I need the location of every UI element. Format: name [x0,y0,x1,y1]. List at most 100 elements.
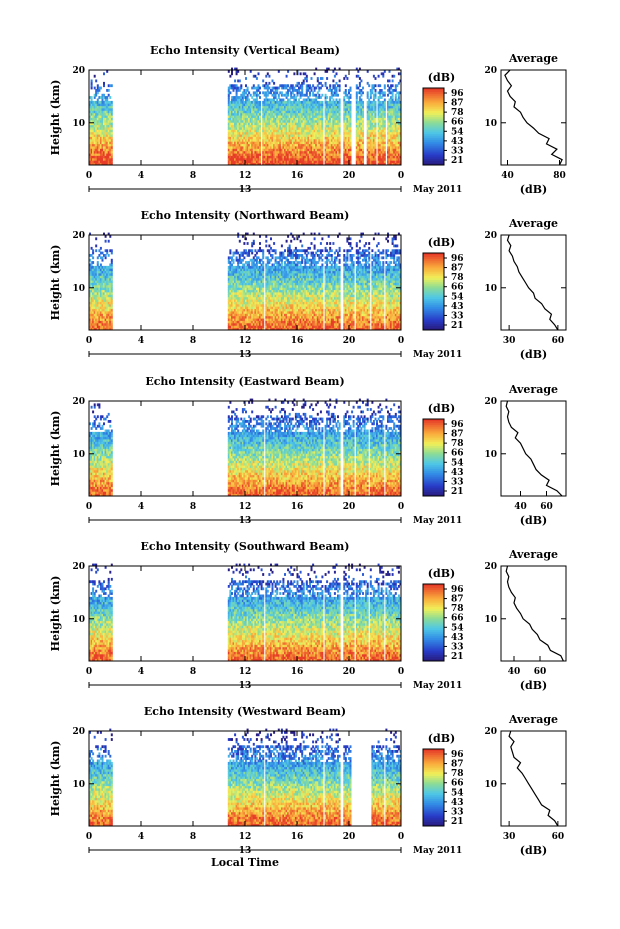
heatmap-cell [252,136,255,140]
heatmap-cell [262,112,265,116]
heatmap-cell [110,84,113,88]
heatmap-cell [95,134,98,137]
heatmap-cell [301,112,304,116]
heatmap-cell [259,86,261,90]
heatmap-cell [279,117,282,121]
heatmap-cell [232,131,235,135]
heatmap-cell [252,131,255,135]
heatmap-cell [231,122,233,126]
heatmap-cell [246,157,249,161]
heatmap-cell [255,100,258,104]
heatmap-cell [257,124,260,128]
heatmap-cell [279,136,282,140]
heatmap-cell [231,131,233,135]
heatmap-cell [98,112,101,116]
heatmap-cell [293,160,296,164]
heatmap-cell [251,143,254,147]
heatmap-cell [252,112,255,116]
heatmap-cell [245,150,247,154]
heatmap-cell [240,119,243,123]
heatmap-cell [238,239,241,243]
heatmap-cell [104,98,107,102]
heatmap-cell [107,117,110,121]
heatmap-cell [227,70,230,73]
heatmap-cell [276,131,279,135]
heatmap-cell [282,146,285,149]
heatmap-cell [229,115,232,118]
heatmap-cell [280,131,283,135]
heatmap-cell [234,79,237,83]
heatmap-cell [232,148,235,152]
heatmap-cell [241,254,244,257]
heatmap-cell [109,117,112,121]
heatmap-cell [234,86,237,90]
heatmap-cell [255,115,258,118]
heatmap-cell [263,124,266,128]
heatmap-cell [237,251,240,255]
heatmap-cell [296,146,299,149]
heatmap-cell [266,105,269,109]
heatmap-cell [383,157,386,161]
heatmap-cell [263,98,266,102]
heatmap-cell [241,150,244,154]
heatmap-cell [338,89,341,92]
heatmap-cell [96,153,99,156]
heatmap-cell [252,122,255,126]
heatmap-cell [298,119,300,123]
heatmap-cell [262,134,265,137]
heatmap-cell [265,136,268,140]
heatmap-cell [235,108,238,111]
heatmap-cell [240,112,243,116]
heatmap-cell [240,146,243,149]
heatmap-cell [231,155,233,159]
heatmap-cell [227,153,230,156]
heatmap-cell [227,131,230,135]
heatmap-cell [321,138,324,142]
heatmap-cell [298,150,300,154]
heatmap-cell [243,129,246,133]
heatmap-cell [99,157,102,161]
heatmap-cell [93,119,96,123]
heatmap-cell [263,86,266,90]
heatmap-cell [291,115,294,118]
heatmap-cell [282,162,285,166]
heatmap-cell [293,138,296,142]
heatmap-cell [287,150,290,154]
heatmap-cell [262,141,265,145]
heatmap-cell [249,143,252,147]
heatmap-cell [227,89,230,92]
heatmap-cell [106,155,109,159]
heatmap-cell [229,117,232,121]
heatmap-cell [106,162,109,166]
heatmap-cell [254,150,257,154]
heatmap-cell [235,138,238,142]
heatmap-cell [291,117,294,121]
heatmap-cell [238,129,241,133]
heatmap-cell [282,131,285,135]
heatmap-cell [265,115,268,118]
heatmap-cell [101,146,104,149]
heatmap-cell [107,84,110,88]
heatmap-cell [274,115,277,118]
heatmap-cell [287,119,290,123]
heatmap-cell [362,131,364,135]
heatmap-cell [284,108,286,111]
heatmap-cell [293,148,296,152]
heatmap-cell [298,105,300,109]
heatmap-cell [287,134,290,137]
heatmap-cell [393,74,396,78]
heatmap-cell [265,74,268,78]
heatmap-cell [305,91,308,95]
heatmap-cell [330,89,333,92]
heatmap-cell [96,162,99,166]
y-axis-label: Height (km) [49,80,62,156]
heatmap-cell [284,153,286,156]
average-x-label: (dB) [520,183,547,196]
heatmap-cell [248,122,251,126]
heatmap-cell [248,254,251,257]
heatmap-cell [89,108,91,111]
heatmap-cell [284,122,286,126]
heatmap-cell [277,131,280,135]
heatmap-cell [259,110,261,114]
heatmap-cell [251,153,254,156]
